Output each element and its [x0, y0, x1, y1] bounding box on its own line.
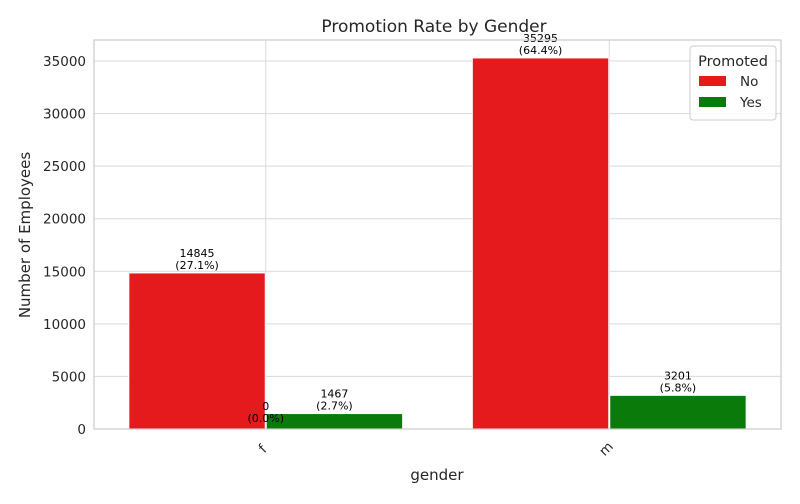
y-tick-label: 35000 — [43, 54, 86, 70]
legend-title: Promoted — [698, 54, 768, 70]
y-tick-label: 15000 — [43, 264, 86, 280]
legend-label-yes: Yes — [739, 95, 762, 111]
y-tick-label: 10000 — [43, 317, 86, 333]
plot-border — [93, 39, 782, 430]
annotation-label: 0 (0.0%) — [247, 400, 284, 425]
y-tick-label: 20000 — [43, 212, 86, 228]
x-axis-label: gender — [410, 466, 464, 484]
bars — [128, 57, 747, 430]
y-tick-label: 25000 — [43, 159, 86, 175]
plot-frame — [93, 39, 782, 430]
x-tick-label: f — [256, 441, 272, 457]
bar-no-m — [471, 57, 610, 430]
legend: Promoted No Yes — [689, 45, 777, 121]
data-label: 3201 (5.8%) — [660, 369, 697, 394]
data-label: 14845 (27.1%) — [175, 247, 219, 272]
legend-swatch-yes — [699, 97, 726, 107]
legend-label-no: No — [740, 74, 758, 90]
chart-title: Promotion Rate by Gender — [321, 17, 546, 37]
legend-swatch-no — [699, 76, 726, 86]
y-tick-label: 5000 — [52, 369, 86, 385]
y-tick-label: 0 — [77, 422, 86, 438]
y-tick-label: 30000 — [43, 107, 86, 123]
data-label: 35295 (64.4%) — [519, 32, 563, 57]
y-axis-label: Number of Employees — [16, 152, 34, 319]
bar-yes-f — [265, 413, 404, 430]
x-tick-label: m — [596, 439, 617, 460]
bar-no-f — [128, 272, 266, 430]
axes: 0 5000 10000 15000 20000 25000 30000 35000 f m — [43, 54, 617, 459]
data-labels: 14845 (27.1%) 1467 (2.7%) 35295 (64.4%) 3201 (5… — [175, 32, 696, 425]
bar-yes-m — [609, 394, 747, 430]
data-label: 1467 (2.7%) — [316, 388, 353, 413]
